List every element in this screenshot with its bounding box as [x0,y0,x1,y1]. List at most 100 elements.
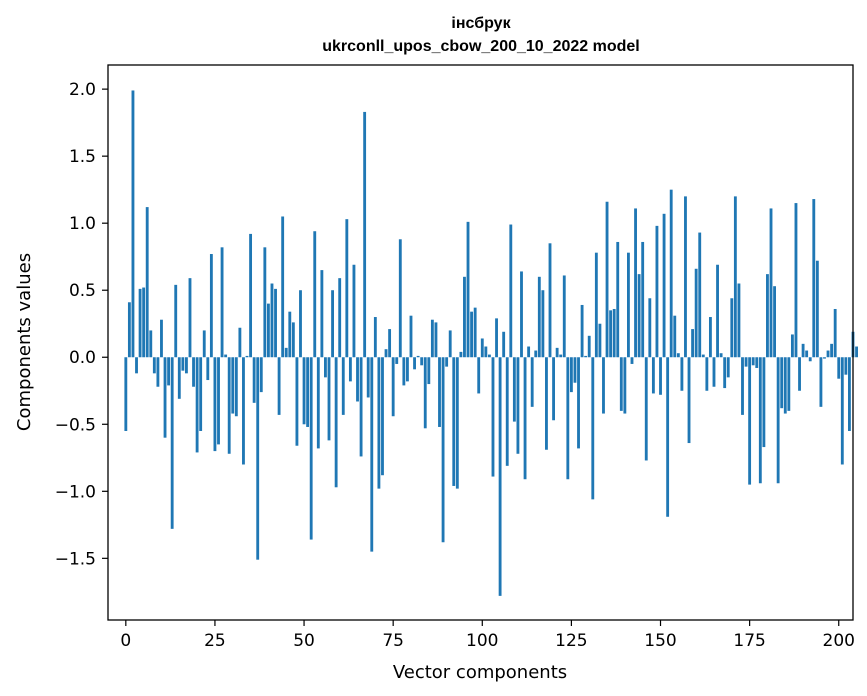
bar-90 [445,357,449,367]
bar-140 [623,357,627,414]
x-axis-ticks: 0 25 50 75 100 125 150 175 200 [120,620,855,651]
bar-93 [455,357,459,489]
bar-193 [812,199,816,358]
bar-185 [783,357,787,414]
x-tick-label: 175 [733,631,765,651]
y-tick-label: −1.0 [55,482,96,502]
bar-97 [470,311,474,358]
bar-183 [776,357,780,484]
bar-170 [730,298,734,358]
bar-75 [391,357,395,417]
bar-180 [766,274,769,358]
bar-69 [370,357,374,552]
bar-83 [420,357,424,366]
x-tick-label: 0 [120,631,131,651]
bar-172 [737,283,741,358]
bar-9 [156,357,160,387]
bar-42 [274,288,277,358]
bar-115 [534,350,538,358]
y-tick-label: 0.0 [69,348,96,368]
bar-79 [406,357,409,382]
bar-41 [270,283,274,358]
bar-11 [163,357,167,438]
bar-70 [373,317,377,358]
bar-4 [138,288,142,358]
bar-119 [548,243,552,358]
bar-133 [598,323,602,358]
bar-176 [751,357,755,366]
chart-title-line1: інсбрук [451,15,511,32]
bar-151 [662,213,666,358]
bar-114 [530,357,534,407]
bar-25 [213,357,217,452]
bar-134 [602,357,605,414]
bar-162 [701,354,705,358]
x-tick-label: 50 [293,631,315,651]
bar-130 [587,335,591,358]
y-axis-label: Components values [14,253,35,431]
bar-192 [808,357,812,362]
y-tick-label: 0.5 [69,281,96,301]
bar-63 [348,357,352,382]
bar-102 [487,354,491,358]
bar-143 [634,208,637,358]
bar-175 [748,357,752,485]
bar-89 [441,357,445,543]
bar-198 [830,343,834,358]
bar-45 [284,347,288,358]
bar-48 [295,357,299,446]
bar-31 [234,357,238,417]
bar-160 [694,268,698,358]
bar-187 [790,334,794,358]
bar-21 [199,357,203,431]
bar-110 [516,357,520,454]
bar-87 [434,322,438,358]
bar-3 [135,357,138,374]
bar-196 [823,357,826,359]
bar-203 [848,357,851,431]
bar-23 [206,357,210,381]
bar-137 [612,308,616,358]
bar-123 [562,275,566,358]
bar-72 [381,357,384,476]
bar-50 [302,357,306,425]
y-tick-label: 1.0 [69,214,96,234]
bar-44 [281,216,285,358]
bar-111 [520,271,523,358]
bar-20 [195,357,199,453]
bar-195 [819,357,823,407]
bar-76 [395,357,399,364]
bar-190 [801,343,805,358]
bar-105 [498,357,502,596]
bar-36 [252,357,256,403]
bar-8 [152,357,156,374]
bar-181 [769,208,773,358]
bar-139 [619,357,623,411]
bar-147 [648,298,652,358]
y-axis-ticks: −1.5 −1.0 −0.5 0.0 0.5 1.0 1.5 2.0 [55,80,108,569]
bar-26 [217,357,220,445]
bar-173 [741,357,744,415]
bar-109 [512,357,516,422]
bar-167 [719,353,723,358]
bar-194 [815,260,819,358]
bar-74 [388,329,392,358]
bar-32 [238,327,242,358]
bar-118 [545,357,548,450]
bar-27 [220,247,224,358]
bar-124 [566,357,570,480]
bar-128 [580,304,584,358]
bar-145 [641,241,645,358]
y-tick-label: 1.5 [69,147,96,167]
bar-6 [145,207,149,358]
bar-142 [630,357,634,364]
bar-117 [541,290,545,358]
bar-131 [591,357,595,500]
bar-122 [559,354,563,358]
bar-60 [338,278,342,358]
bar-168 [723,357,727,389]
bar-64 [352,264,356,358]
bar-150 [659,357,662,395]
bar-98 [473,307,477,358]
